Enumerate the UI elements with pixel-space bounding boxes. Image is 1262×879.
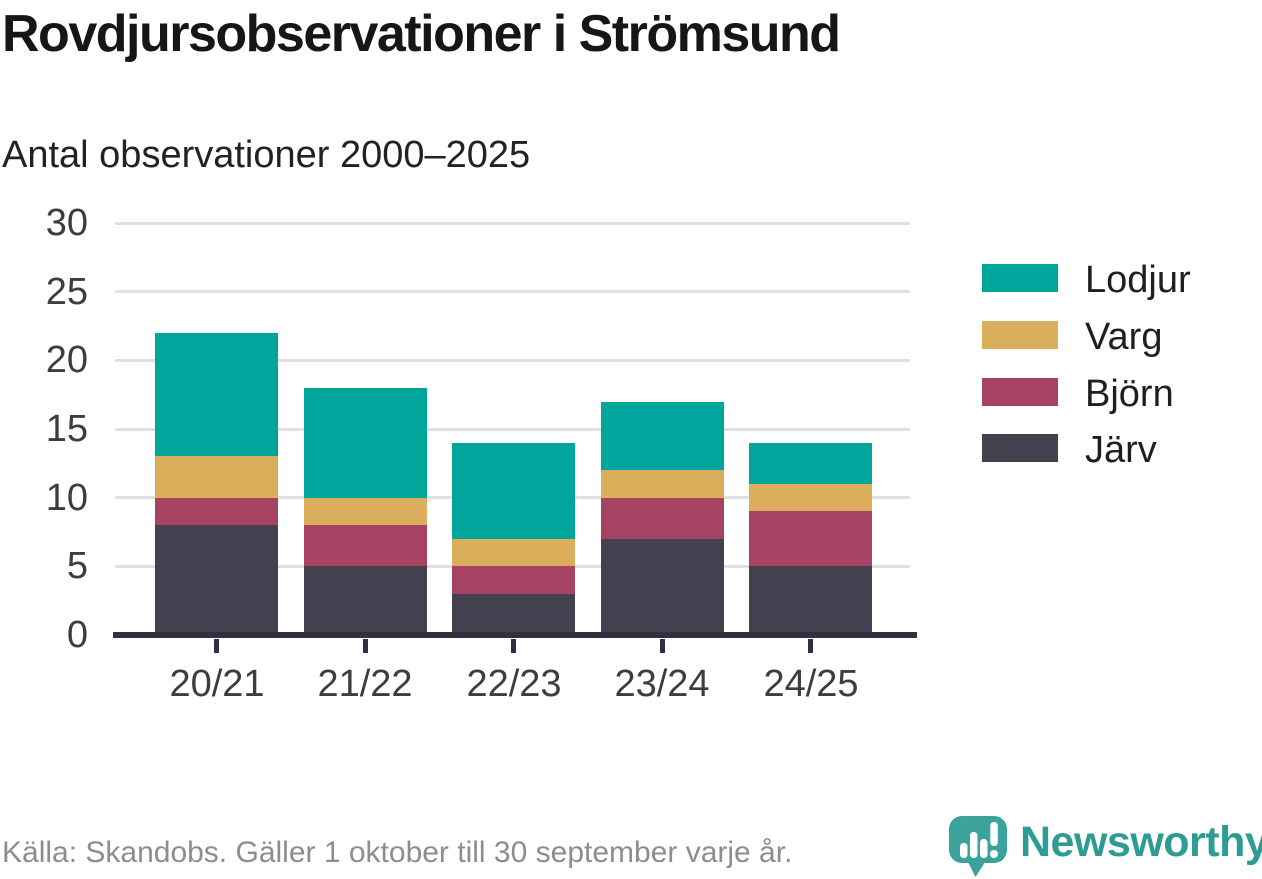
- x-axis-tick: [808, 639, 813, 653]
- legend-swatch: [982, 264, 1058, 292]
- gridline: [115, 290, 910, 293]
- x-axis-tick-label: 24/25: [763, 663, 859, 705]
- legend-label: Björn: [1085, 373, 1174, 415]
- bar-segment: [749, 484, 872, 511]
- y-axis-tick-label: 25: [45, 271, 88, 313]
- x-axis-tick: [660, 639, 665, 653]
- logo-bar-icon-1: [960, 843, 968, 858]
- y-axis-tick-label: 20: [45, 339, 88, 381]
- legend-item: Björn: [982, 372, 1262, 416]
- y-axis-tick-label: 30: [45, 202, 88, 244]
- bar-segment: [452, 566, 575, 594]
- bar-segment: [304, 566, 427, 635]
- legend-swatch: [982, 321, 1058, 349]
- legend-swatch: [982, 434, 1058, 462]
- bar-segment: [155, 498, 278, 525]
- bar-segment: [452, 594, 575, 635]
- gridline: [115, 428, 910, 431]
- bar-segment: [452, 539, 575, 566]
- bar-segment: [749, 566, 872, 635]
- legend-item: Varg: [982, 315, 1262, 359]
- bar-segment: [304, 388, 427, 498]
- logo-bar-icon-3: [980, 839, 988, 858]
- gridline: [115, 222, 910, 225]
- y-axis-tick-label: 10: [45, 477, 88, 519]
- x-axis-tick-label: 21/22: [317, 663, 413, 705]
- bar-segment: [155, 333, 278, 456]
- x-axis-tick: [363, 639, 368, 653]
- newsworthy-logo-icon: [949, 816, 1007, 877]
- x-axis-tick-label: 22/23: [466, 663, 562, 705]
- x-axis-tick: [511, 639, 516, 653]
- legend-item: Järv: [982, 428, 1262, 472]
- legend-label: Järv: [1085, 429, 1157, 471]
- legend-label: Lodjur: [1085, 259, 1191, 301]
- source-note: Källa: Skandobs. Gäller 1 oktober till 3…: [2, 836, 793, 869]
- gridline: [115, 359, 910, 362]
- newsworthy-logo: Newsworthy: [949, 816, 1262, 877]
- logo-exclamation-dot-icon: [990, 850, 998, 858]
- logo-bar-icon-2: [970, 832, 978, 858]
- x-axis-tick: [214, 639, 219, 653]
- bar-segment: [304, 525, 427, 566]
- bar-segment: [749, 511, 872, 566]
- x-axis-tick-label: 20/21: [169, 663, 265, 705]
- bar-segment: [601, 539, 724, 635]
- x-axis-tick-label: 23/24: [614, 663, 710, 705]
- chart-title: Rovdjursobservationer i Strömsund: [2, 5, 841, 63]
- bar-segment: [749, 443, 872, 484]
- logo-exclamation-bar-icon: [990, 822, 998, 846]
- bar-segment: [452, 443, 575, 539]
- bar-segment: [155, 456, 278, 498]
- legend-swatch: [982, 378, 1058, 406]
- logo-speech-bubble: [949, 816, 1007, 877]
- chart-subtitle: Antal observationer 2000–2025: [2, 134, 531, 176]
- y-axis-tick-label: 5: [66, 545, 88, 587]
- bar-segment: [601, 498, 724, 539]
- newsworthy-logo-text: Newsworthy: [1020, 818, 1262, 866]
- x-axis-line: [113, 632, 917, 638]
- y-axis-tick-label: 0: [66, 614, 88, 656]
- bar-segment: [601, 402, 724, 470]
- legend-label: Varg: [1085, 316, 1163, 358]
- bar-segment: [601, 470, 724, 498]
- bar-segment: [304, 498, 427, 525]
- legend-item: Lodjur: [982, 258, 1262, 302]
- y-axis-tick-label: 15: [45, 408, 88, 450]
- bar-segment: [155, 525, 278, 635]
